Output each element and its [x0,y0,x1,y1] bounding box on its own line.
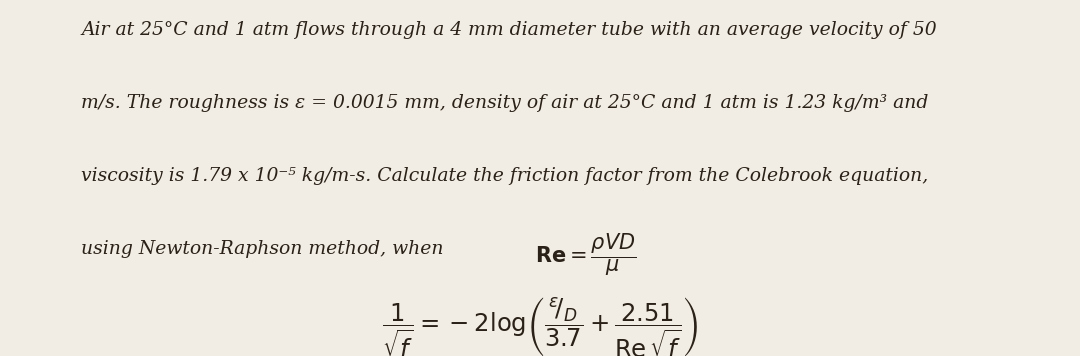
Text: $\mathbf{Re} = \dfrac{\rho V D}{\mu}$: $\mathbf{Re} = \dfrac{\rho V D}{\mu}$ [535,231,636,278]
Text: m/s. The roughness is ε = 0.0015 mm, density of air at 25°C and 1 atm is 1.23 kg: m/s. The roughness is ε = 0.0015 mm, den… [81,94,929,112]
Text: Air at 25°C and 1 atm flows through a 4 mm diameter tube with an average velocit: Air at 25°C and 1 atm flows through a 4 … [81,21,936,40]
Text: viscosity is 1.79 x 10⁻⁵ kg/m-s. Calculate the friction factor from the Colebroo: viscosity is 1.79 x 10⁻⁵ kg/m-s. Calcula… [81,167,928,185]
Text: using Newton-Raphson method, when: using Newton-Raphson method, when [81,240,449,258]
Text: $\dfrac{1}{\sqrt{f}} = -2\log\!\left(\dfrac{^{\varepsilon}\!/_{D}}{3.7} + \dfrac: $\dfrac{1}{\sqrt{f}} = -2\log\!\left(\df… [382,295,698,356]
